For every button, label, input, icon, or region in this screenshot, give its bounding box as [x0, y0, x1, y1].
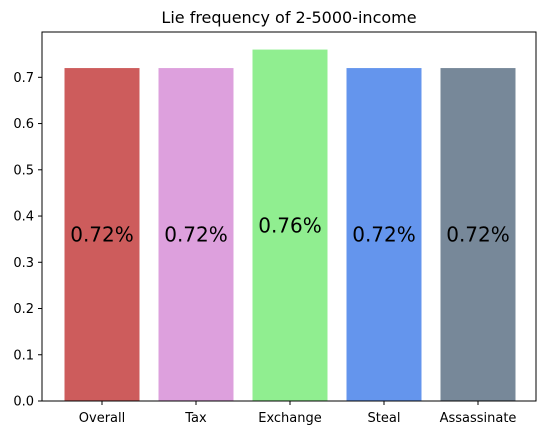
- bar-tax: [158, 68, 234, 401]
- plot-frame: [41, 31, 537, 402]
- bar-exchange: [252, 49, 328, 401]
- y-tick-label: 0.2: [13, 302, 34, 317]
- y-tick-label: 0.6: [13, 117, 34, 132]
- bars-group: [64, 49, 516, 401]
- y-tick-label: 0.0: [13, 395, 34, 410]
- chart-title: Lie frequency of 2-5000-income: [161, 8, 416, 27]
- y-tick-label: 0.3: [13, 256, 34, 271]
- y-tick-label: 0.4: [13, 210, 34, 225]
- bar-value-label: 0.72%: [164, 223, 228, 247]
- x-tick-label: Assassinate: [440, 411, 517, 426]
- bar-assassinate: [440, 68, 516, 401]
- bar-steal: [346, 68, 422, 401]
- y-tick-label: 0.7: [13, 71, 34, 86]
- x-tick-label: Overall: [79, 411, 125, 426]
- y-tick-label: 0.1: [13, 348, 34, 363]
- bar-overall: [64, 68, 140, 401]
- bar-value-label: 0.76%: [258, 213, 322, 237]
- bar-value-label: 0.72%: [446, 223, 510, 247]
- y-axis: 0.0 0.1 0.2 0.3 0.4 0.5 0.6 0.7: [13, 71, 42, 410]
- bar-labels-group: 0.72% 0.72% 0.76% 0.72% 0.72%: [70, 213, 510, 246]
- x-tick-label: Exchange: [258, 411, 322, 426]
- x-tick-label: Steal: [368, 411, 401, 426]
- y-tick-label: 0.5: [13, 163, 34, 178]
- bar-value-label: 0.72%: [70, 223, 134, 247]
- x-tick-label: Tax: [184, 411, 207, 426]
- bar-value-label: 0.72%: [352, 223, 416, 247]
- x-axis: Overall Tax Exchange Steal Assassinate: [79, 401, 517, 426]
